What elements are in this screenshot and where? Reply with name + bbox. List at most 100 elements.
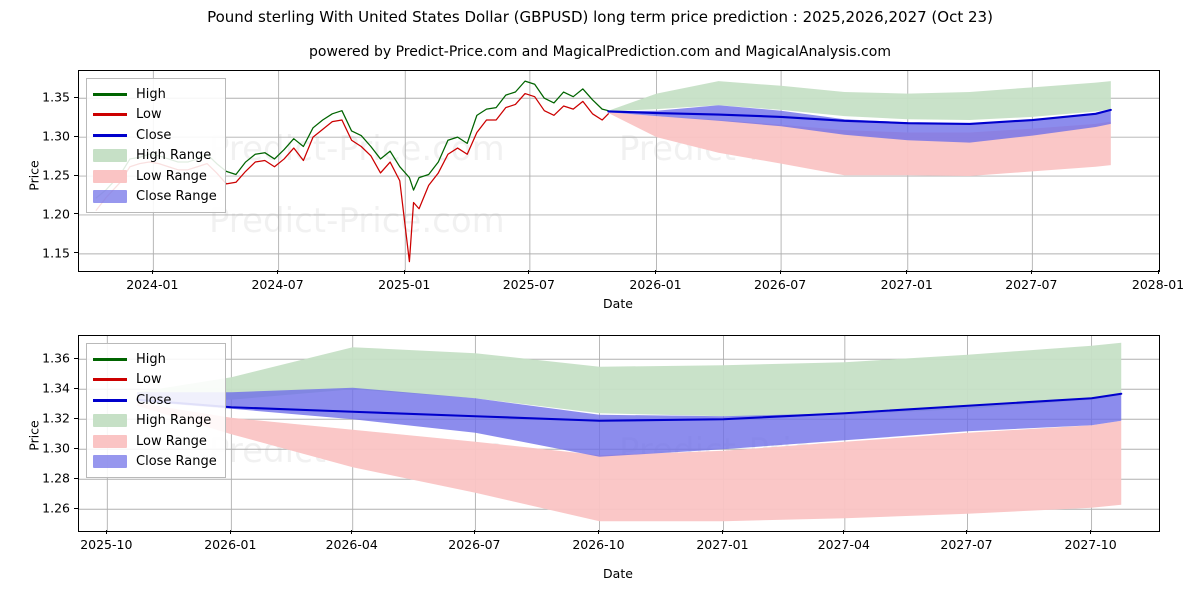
bottom-y-tickmark-5 bbox=[74, 357, 78, 359]
top-x-tick-label-8: 2028-01 bbox=[1131, 277, 1185, 292]
top-legend-swatch-3 bbox=[93, 149, 127, 163]
bottom-x-tickmark-8 bbox=[1090, 530, 1092, 534]
bottom-x-tickmark-2 bbox=[351, 530, 353, 534]
bottom-legend: High Low Close High Range Low Range Close Ran… bbox=[86, 343, 226, 478]
top-x-tickmark-4 bbox=[655, 270, 656, 274]
top-legend-label-4: Low Range bbox=[136, 168, 207, 184]
bottom-legend-swatch-0 bbox=[93, 357, 127, 361]
top-legend-swatch-4 bbox=[93, 169, 127, 183]
bottom-x-tickmark-3 bbox=[473, 530, 475, 534]
bottom-x-tickmark-0 bbox=[105, 530, 107, 534]
bottom-legend-item-high-range: High Range bbox=[93, 411, 217, 432]
top-legend-label-3: High Range bbox=[136, 148, 212, 164]
top-legend-item-close-range: Close Range bbox=[93, 187, 217, 208]
top-y-tickmark-0 bbox=[74, 252, 78, 254]
bottom-series-close bbox=[135, 392, 1123, 422]
bottom-legend-item-close: Close bbox=[93, 390, 217, 411]
bottom-y-tick-label-3: 1.32 bbox=[42, 410, 70, 426]
top-x-tickmark-0 bbox=[151, 270, 153, 274]
top-legend-label-5: Close Range bbox=[136, 189, 217, 205]
bottom-legend-item-low-range: Low Range bbox=[93, 431, 217, 452]
top-x-tick-label-4: 2026-01 bbox=[629, 277, 682, 292]
bottom-legend-label-1: Low bbox=[136, 372, 162, 388]
top-legend-item-low: Low bbox=[93, 105, 217, 126]
bottom-y-tick-label-5: 1.36 bbox=[42, 350, 70, 366]
top-y-tickmark-2 bbox=[74, 174, 78, 176]
bottom-legend-item-low: Low bbox=[93, 370, 217, 391]
bottom-x-tick-label-1: 2026-01 bbox=[204, 537, 257, 552]
top-y-tick-label-3: 1.30 bbox=[42, 128, 70, 144]
top-y-tickmark-4 bbox=[74, 96, 78, 98]
bottom-y-tickmark-1 bbox=[74, 477, 78, 479]
bottom-legend-swatch-5 bbox=[93, 455, 127, 469]
bottom-x-tick-label-5: 2027-01 bbox=[696, 537, 749, 552]
top-x-tickmark-7 bbox=[1030, 270, 1032, 274]
bottom-x-tick-label-4: 2026-10 bbox=[572, 537, 625, 552]
bottom-x-tickmark-5 bbox=[721, 530, 723, 534]
bottom-legend-item-high: High bbox=[93, 349, 217, 370]
bottom-x-tick-label-8: 2027-10 bbox=[1064, 537, 1117, 552]
top-x-tickmark-2 bbox=[403, 270, 405, 274]
top-chart-svg bbox=[79, 71, 1159, 271]
top-legend: High Low Close High Range Low Range Close Ran… bbox=[86, 78, 226, 213]
top-x-tickmark-6 bbox=[906, 270, 908, 274]
bottom-y-axis-label: Price bbox=[26, 420, 42, 451]
top-legend-item-high: High bbox=[93, 84, 217, 105]
top-y-tick-label-2: 1.25 bbox=[42, 167, 70, 183]
bottom-x-tickmark-1 bbox=[229, 530, 231, 534]
top-band-low-range bbox=[608, 112, 1111, 177]
bottom-x-axis-label: Date bbox=[603, 566, 633, 581]
top-x-tick-label-3: 2025-07 bbox=[502, 277, 555, 292]
top-x-tickmark-8 bbox=[1157, 270, 1159, 274]
bottom-x-tick-label-0: 2025-10 bbox=[80, 537, 133, 552]
top-x-axis-label: Date bbox=[603, 296, 633, 311]
bottom-legend-label-5: Close Range bbox=[136, 454, 217, 470]
bottom-band-high-range bbox=[136, 342, 1122, 417]
top-x-tick-label-0: 2024-01 bbox=[126, 277, 179, 292]
bottom-legend-item-close-range: Close Range bbox=[93, 452, 217, 473]
bottom-y-tickmark-2 bbox=[74, 447, 78, 449]
bottom-legend-label-0: High bbox=[136, 351, 166, 367]
top-x-tick-label-6: 2027-01 bbox=[880, 277, 933, 292]
top-x-tickmark-3 bbox=[528, 270, 530, 274]
top-plot-area: Predict-Price.com Predict-Price.com Pred… bbox=[78, 70, 1160, 272]
top-band-high-range bbox=[608, 81, 1111, 121]
top-legend-label-1: Low bbox=[136, 107, 162, 123]
bottom-x-tickmark-6 bbox=[843, 530, 845, 534]
bottom-legend-swatch-1 bbox=[93, 378, 127, 382]
bottom-x-tick-label-7: 2027-07 bbox=[940, 537, 993, 552]
top-legend-swatch-1 bbox=[93, 113, 127, 117]
top-x-tick-label-2: 2025-01 bbox=[378, 277, 431, 292]
top-x-tickmark-5 bbox=[779, 270, 781, 274]
top-legend-item-close: Close bbox=[93, 125, 217, 146]
top-legend-swatch-5 bbox=[93, 190, 127, 204]
bottom-y-tickmark-0 bbox=[74, 507, 78, 509]
top-legend-label-2: Close bbox=[136, 127, 172, 143]
top-y-tick-label-1: 1.20 bbox=[42, 206, 70, 222]
top-x-tick-label-7: 2027-07 bbox=[1005, 277, 1058, 292]
top-y-tick-label-0: 1.15 bbox=[42, 245, 70, 261]
bottom-legend-label-2: Close bbox=[136, 392, 172, 408]
bottom-y-tick-label-1: 1.28 bbox=[42, 470, 70, 486]
bottom-y-tick-label-0: 1.26 bbox=[42, 500, 70, 516]
top-x-tickmark-1 bbox=[277, 270, 279, 274]
top-y-tickmark-1 bbox=[74, 213, 78, 215]
bottom-legend-swatch-4 bbox=[93, 434, 127, 448]
bottom-legend-swatch-2 bbox=[93, 398, 127, 402]
bottom-legend-label-4: Low Range bbox=[136, 433, 207, 449]
bottom-chart-svg bbox=[79, 336, 1159, 531]
bottom-x-tick-label-3: 2026-07 bbox=[448, 537, 501, 552]
page-subtitle: powered by Predict-Price.com and Magical… bbox=[309, 44, 891, 60]
top-legend-item-high-range: High Range bbox=[93, 146, 217, 167]
bottom-plot-area: Predict-Price.com Predict-Price.com bbox=[78, 335, 1160, 532]
bottom-y-tickmark-3 bbox=[74, 417, 78, 419]
bottom-band-close-range bbox=[136, 387, 1122, 457]
top-y-tickmark-3 bbox=[74, 135, 78, 137]
top-series-close bbox=[607, 108, 1112, 125]
bottom-y-tickmark-4 bbox=[74, 387, 78, 389]
top-x-tick-label-5: 2026-07 bbox=[753, 277, 807, 292]
top-legend-swatch-2 bbox=[93, 133, 127, 137]
bottom-x-tickmark-4 bbox=[597, 530, 599, 534]
bottom-x-tick-label-6: 2027-04 bbox=[817, 537, 870, 552]
